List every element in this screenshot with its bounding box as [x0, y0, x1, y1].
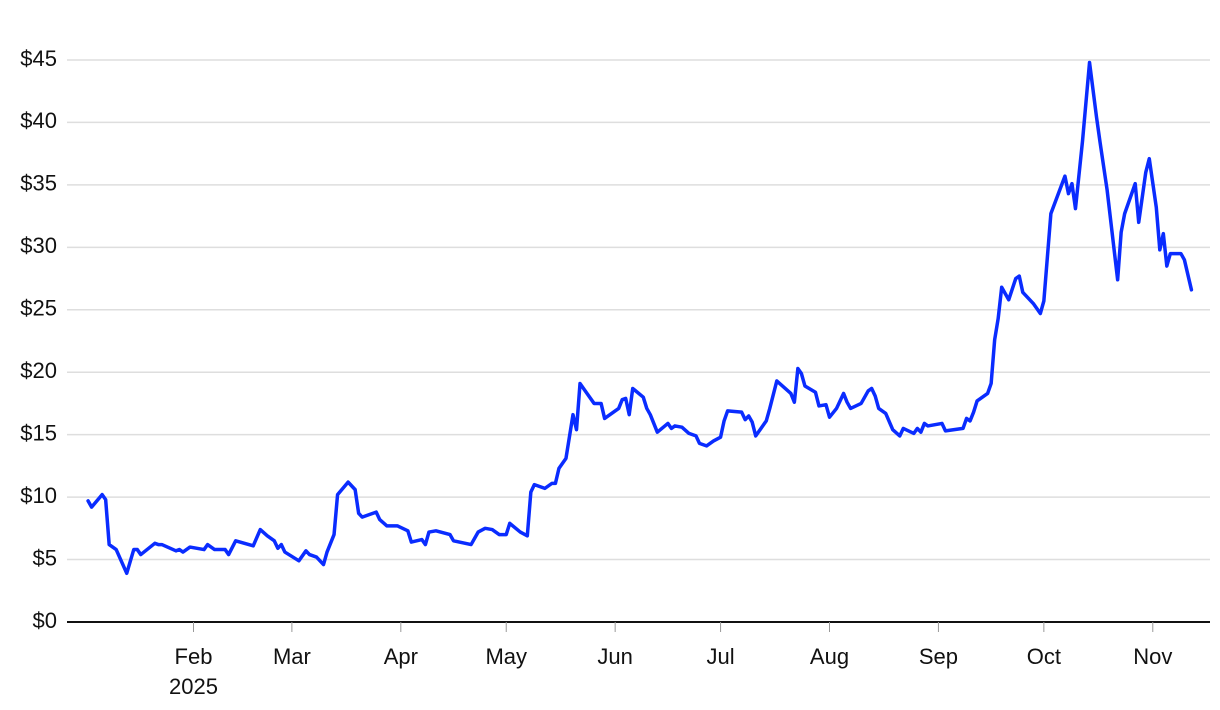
y-tick-label: $0: [33, 608, 57, 633]
x-tick-label: Jul: [707, 644, 735, 669]
y-tick-label: $40: [20, 108, 57, 133]
x-tick-label: Jun: [597, 644, 632, 669]
x-tick-label: Sep: [919, 644, 958, 669]
x-tick-label: Feb: [175, 644, 213, 669]
y-tick-label: $25: [20, 296, 57, 321]
y-tick-label: $45: [20, 46, 57, 71]
y-tick-label: $30: [20, 233, 57, 258]
x-year-label: 2025: [169, 674, 218, 699]
y-tick-label: $20: [20, 358, 57, 383]
y-tick-label: $5: [33, 545, 57, 570]
y-tick-label: $35: [20, 171, 57, 196]
x-tick-label: Oct: [1027, 644, 1061, 669]
x-tick-label: Nov: [1133, 644, 1172, 669]
x-tick-label: Mar: [273, 644, 311, 669]
y-tick-label: $15: [20, 420, 57, 445]
x-tick-label: Aug: [810, 644, 849, 669]
x-tick-label: May: [485, 644, 527, 669]
y-tick-label: $10: [20, 483, 57, 508]
price-line: [86, 60, 1194, 576]
x-tick-label: Apr: [384, 644, 418, 669]
